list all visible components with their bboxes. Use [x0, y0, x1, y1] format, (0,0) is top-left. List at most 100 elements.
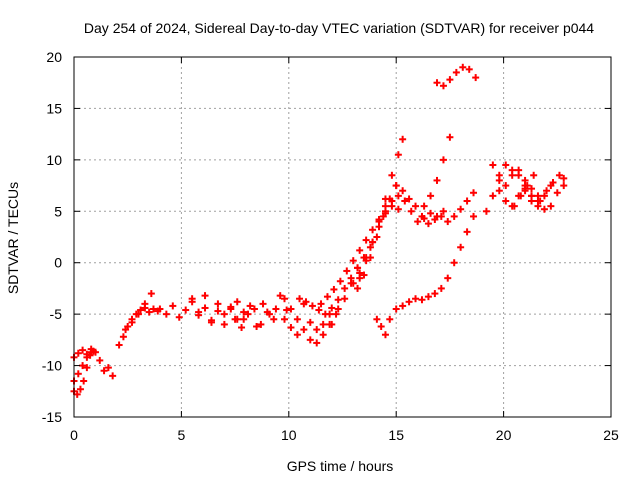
data-point	[439, 156, 447, 164]
data-point	[463, 228, 471, 236]
data-point	[366, 254, 374, 262]
axis-ticks: 0 5 10 15 20 25 -15 -10 -5 0 5 10 15 20	[42, 49, 619, 443]
data-point	[457, 205, 465, 213]
data-point	[341, 295, 349, 303]
data-point	[96, 356, 104, 364]
data-point	[270, 315, 278, 323]
data-point	[246, 302, 254, 310]
data-point	[392, 182, 400, 190]
data-point	[115, 341, 123, 349]
data-point	[418, 212, 426, 220]
y-tick-label: -5	[50, 306, 63, 322]
data-point	[233, 298, 241, 306]
data-point	[377, 322, 385, 330]
data-point	[369, 238, 377, 246]
data-point	[321, 310, 329, 318]
data-point	[394, 151, 402, 159]
data-point	[439, 207, 447, 215]
data-point	[431, 216, 439, 224]
data-point	[399, 302, 407, 310]
data-point	[332, 310, 340, 318]
data-point	[296, 295, 304, 303]
data-point	[76, 385, 84, 393]
data-point	[356, 246, 364, 254]
y-tick-label: 20	[46, 49, 62, 65]
plot-frame	[73, 56, 612, 418]
data-point	[83, 364, 91, 372]
data-point	[437, 284, 445, 292]
data-point	[319, 320, 327, 328]
data-point	[414, 218, 422, 226]
data-point	[420, 202, 428, 210]
data-series	[122, 290, 155, 334]
data-point	[446, 76, 454, 84]
data-point	[74, 370, 82, 378]
data-point	[373, 315, 381, 323]
data-point	[128, 318, 136, 326]
data-point	[515, 166, 523, 174]
data-point	[349, 279, 357, 287]
data-point	[100, 367, 108, 375]
data-series	[296, 264, 362, 318]
data-series	[231, 292, 291, 332]
data-point	[79, 346, 87, 354]
data-point	[366, 243, 374, 251]
data-point	[457, 243, 465, 251]
data-series	[433, 63, 480, 90]
data-point	[394, 192, 402, 200]
data-point	[263, 308, 271, 316]
data-point	[287, 324, 295, 332]
data-point	[470, 189, 478, 197]
data-point	[381, 331, 389, 339]
data-series	[489, 161, 536, 193]
data-point	[281, 295, 289, 303]
data-point	[283, 306, 291, 314]
data-point	[334, 305, 342, 313]
data-point	[412, 202, 420, 210]
data-point	[433, 79, 441, 87]
data-point	[137, 306, 145, 314]
data-point	[553, 189, 561, 197]
data-point	[293, 315, 301, 323]
data-point	[79, 362, 87, 370]
data-point	[521, 182, 529, 190]
data-point	[306, 318, 314, 326]
data-point	[528, 185, 536, 193]
data-point	[87, 348, 95, 356]
data-point	[122, 326, 130, 334]
data-point	[257, 320, 265, 328]
data-point	[253, 322, 261, 330]
data-point	[319, 331, 327, 339]
data-point	[73, 390, 81, 398]
data-point	[220, 310, 228, 318]
data-point	[495, 187, 503, 195]
data-point	[175, 313, 183, 321]
data-point	[328, 304, 336, 312]
data-point	[317, 300, 325, 308]
data-point	[405, 195, 413, 203]
data-point	[220, 320, 228, 328]
data-point	[482, 207, 490, 215]
x-tick-label: 20	[496, 427, 512, 443]
data-point	[362, 257, 370, 265]
data-point	[560, 182, 568, 190]
data-point	[315, 306, 323, 314]
data-point	[463, 197, 471, 205]
data-point	[313, 326, 321, 334]
data-point	[528, 192, 536, 200]
data-point	[134, 310, 142, 318]
data-point	[401, 197, 409, 205]
data-point	[306, 336, 314, 344]
data-point	[431, 290, 439, 298]
data-point	[394, 205, 402, 213]
data-point	[399, 187, 407, 195]
data-point	[231, 315, 239, 323]
y-tick-label: 15	[46, 100, 62, 116]
data-point	[240, 308, 248, 316]
data-series	[328, 243, 374, 328]
data-point	[427, 209, 435, 217]
y-tick-label: 0	[54, 255, 62, 271]
data-series	[281, 310, 340, 347]
data-point	[517, 192, 525, 200]
